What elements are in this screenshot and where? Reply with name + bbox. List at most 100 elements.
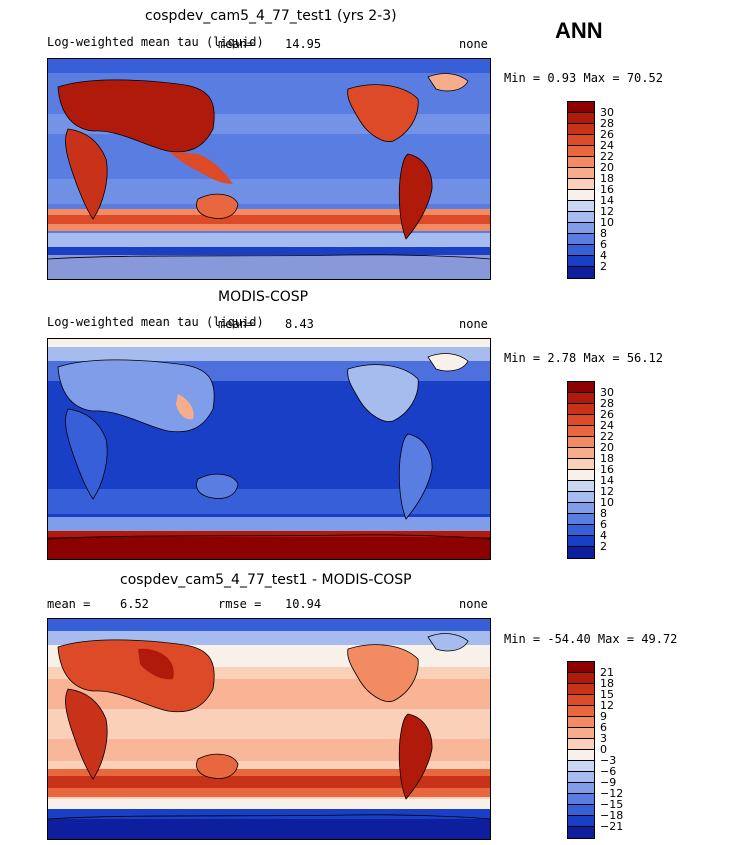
colorbar-label: 16 [600, 463, 614, 476]
panel2-map [47, 338, 491, 560]
colorbar-label: 4 [600, 529, 607, 542]
colorbar-segment [568, 695, 594, 706]
panel1-minmax: Min = 0.93 Max = 70.52 [504, 71, 663, 85]
colorbar-segment [568, 662, 594, 673]
colorbar-label: 2 [600, 540, 607, 553]
colorbar-segment [568, 415, 594, 426]
colorbar-label: 8 [600, 227, 607, 240]
panel1-mean-label: mean= [218, 37, 255, 51]
colorbar-label: 22 [600, 430, 614, 443]
colorbar-segment [568, 245, 594, 256]
colorbar-label: 30 [600, 386, 614, 399]
colorbar-segment [568, 426, 594, 437]
panel2-colorbar [567, 381, 595, 559]
colorbar-segment [568, 223, 594, 234]
colorbar-label: 16 [600, 183, 614, 196]
colorbar-label: 6 [600, 518, 607, 531]
colorbar-segment [568, 673, 594, 684]
colorbar-segment [568, 816, 594, 827]
panel3-mean-label: mean = [47, 597, 91, 611]
colorbar-segment [568, 459, 594, 470]
colorbar-label: −21 [600, 820, 624, 833]
colorbar-label: −12 [600, 787, 624, 800]
colorbar-segment [568, 827, 594, 838]
panel2-title: MODIS-COSP [218, 289, 309, 305]
colorbar-segment [568, 706, 594, 717]
panel2-mean-value: 8.43 [285, 317, 314, 331]
colorbar-segment [568, 503, 594, 514]
colorbar-segment [568, 448, 594, 459]
colorbar-segment [568, 124, 594, 135]
colorbar-segment [568, 157, 594, 168]
colorbar-segment [568, 728, 594, 739]
panel3-minmax: Min = -54.40 Max = 49.72 [504, 632, 678, 646]
colorbar-label: 28 [600, 397, 614, 410]
colorbar-segment [568, 717, 594, 728]
colorbar-label: 12 [600, 485, 614, 498]
colorbar-segment [568, 525, 594, 536]
colorbar-segment [568, 794, 594, 805]
panel3-colorbar [567, 661, 595, 839]
colorbar-label: 24 [600, 419, 614, 432]
colorbar-segment [568, 404, 594, 415]
colorbar-label: −3 [600, 754, 617, 767]
colorbar-label: 30 [600, 106, 614, 119]
colorbar-label: 8 [600, 507, 607, 520]
colorbar-segment [568, 492, 594, 503]
colorbar-label: −6 [600, 765, 617, 778]
colorbar-label: 6 [600, 238, 607, 251]
colorbar-segment [568, 470, 594, 481]
panel3-units: none [459, 597, 488, 611]
colorbar-segment [568, 382, 594, 393]
panel1-map [47, 58, 491, 280]
panel3-rmse-value: 10.94 [285, 597, 322, 611]
panel1-colorbar-segments [568, 102, 594, 278]
colorbar-label: 24 [600, 139, 614, 152]
colorbar-segment [568, 113, 594, 124]
colorbar-label: 18 [600, 677, 614, 690]
colorbar-label: 26 [600, 128, 614, 141]
colorbar-label: 2 [600, 260, 607, 273]
colorbar-segment [568, 761, 594, 772]
colorbar-segment [568, 739, 594, 750]
colorbar-label: 0 [600, 743, 607, 756]
colorbar-segment [568, 135, 594, 146]
colorbar-segment [568, 547, 594, 558]
colorbar-label: 15 [600, 688, 614, 701]
colorbar-label: −18 [600, 809, 624, 822]
panel3-map-svg [48, 619, 490, 839]
colorbar-label: 10 [600, 216, 614, 229]
colorbar-label: 22 [600, 150, 614, 163]
colorbar-segment [568, 481, 594, 492]
colorbar-label: 18 [600, 172, 614, 185]
colorbar-label: 28 [600, 117, 614, 130]
panel2-variable: Log-weighted mean tau (liquid) [47, 315, 264, 329]
panel2-colorbar-segments [568, 382, 594, 558]
colorbar-label: −15 [600, 798, 624, 811]
panel3-map [47, 618, 491, 840]
colorbar-label: 18 [600, 452, 614, 465]
season-label: ANN [555, 18, 603, 43]
panel1-units: none [459, 37, 488, 51]
colorbar-segment [568, 805, 594, 816]
panel3-colorbar-segments [568, 662, 594, 838]
panel2-minmax: Min = 2.78 Max = 56.12 [504, 351, 663, 365]
panel1-variable: Log-weighted mean tau (liquid) [47, 35, 264, 49]
colorbar-segment [568, 201, 594, 212]
colorbar-label: 12 [600, 699, 614, 712]
panel1-map-svg [48, 59, 490, 279]
colorbar-segment [568, 536, 594, 547]
colorbar-label: 10 [600, 496, 614, 509]
colorbar-segment [568, 684, 594, 695]
colorbar-segment [568, 102, 594, 113]
colorbar-segment [568, 772, 594, 783]
colorbar-segment [568, 212, 594, 223]
colorbar-segment [568, 168, 594, 179]
colorbar-label: 14 [600, 474, 614, 487]
colorbar-label: 4 [600, 249, 607, 262]
colorbar-segment [568, 437, 594, 448]
colorbar-segment [568, 234, 594, 245]
colorbar-label: 20 [600, 441, 614, 454]
colorbar-label: −9 [600, 776, 617, 789]
panel3-title: cospdev_cam5_4_77_test1 - MODIS-COSP [120, 572, 412, 588]
